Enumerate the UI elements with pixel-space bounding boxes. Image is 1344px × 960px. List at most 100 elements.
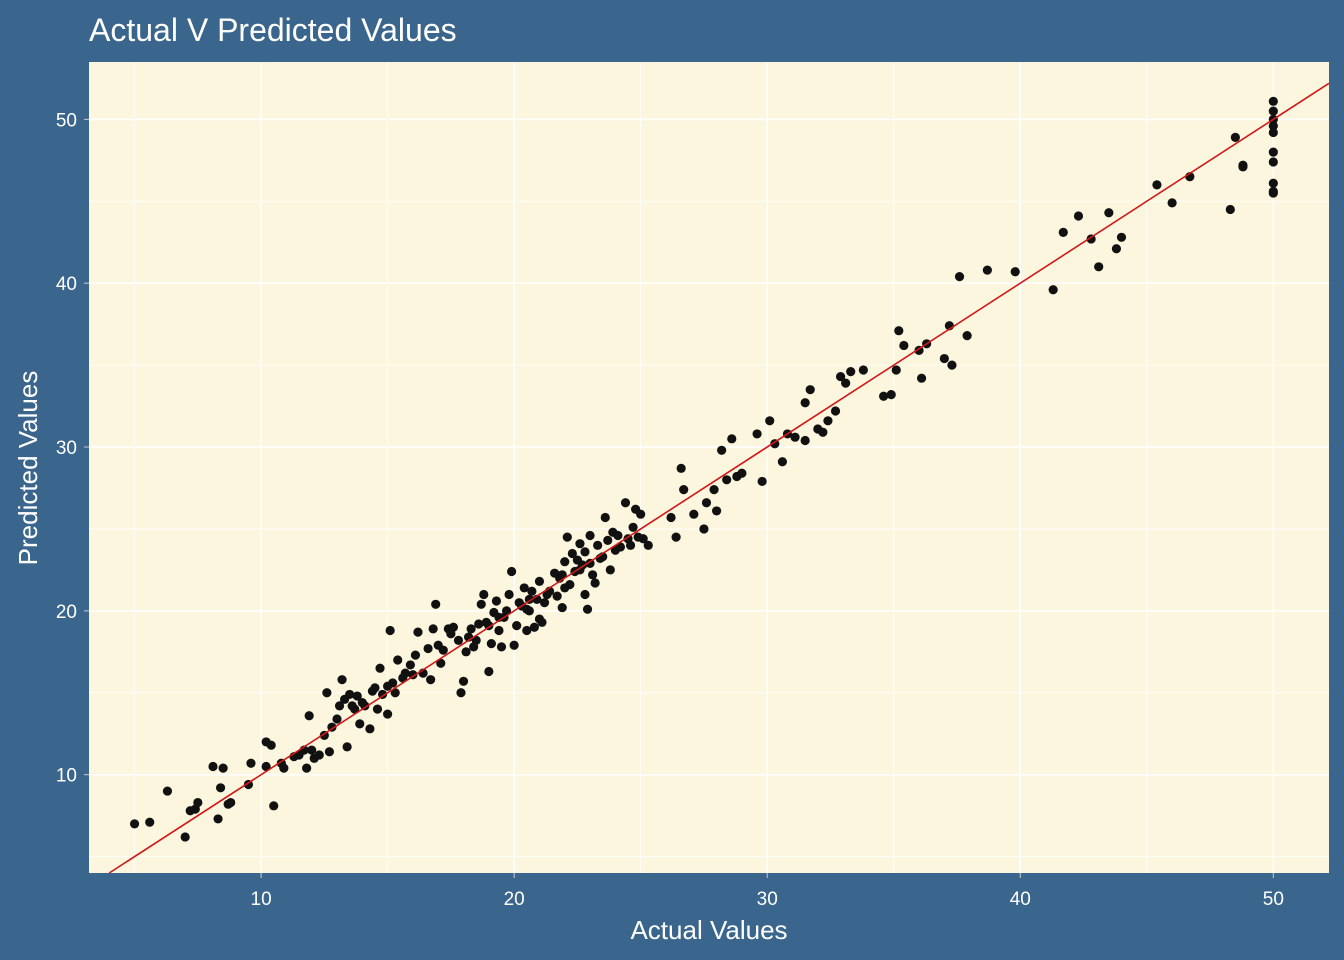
data-point [615, 542, 626, 552]
data-point [1268, 96, 1278, 106]
data-point [879, 391, 889, 401]
data-point [1268, 121, 1278, 131]
data-point [1152, 180, 1162, 190]
data-point [372, 704, 383, 714]
minor-gridlines [89, 62, 1329, 873]
data-point [428, 624, 438, 634]
data-point [1010, 267, 1020, 277]
data-point [269, 801, 279, 811]
data-point [542, 589, 552, 600]
data-point [1268, 157, 1278, 167]
data-point [689, 509, 699, 519]
data-point [590, 578, 600, 588]
data-point [765, 416, 775, 426]
data-point [805, 385, 815, 395]
data-point [413, 627, 423, 637]
data-point [818, 427, 828, 437]
data-point [643, 540, 653, 550]
data-point [215, 783, 226, 793]
data-point [180, 832, 190, 842]
data-point [383, 681, 393, 691]
data-point [507, 566, 517, 577]
data-point [552, 591, 562, 601]
y-tick-label: 30 [56, 438, 77, 459]
x-tick-label: 10 [251, 889, 272, 910]
data-point [352, 691, 362, 701]
data-point [605, 565, 615, 575]
data-point [1104, 208, 1114, 218]
data-point [423, 643, 433, 654]
data-point [560, 583, 570, 593]
data-point [246, 758, 256, 768]
data-point [1116, 232, 1127, 242]
data-point [947, 360, 957, 370]
data-point [469, 642, 479, 652]
data-point [436, 658, 446, 668]
data-point [337, 675, 347, 685]
data-point [393, 655, 403, 665]
data-point [846, 367, 856, 377]
data-point [823, 416, 833, 426]
data-point [479, 589, 489, 600]
data-point [345, 689, 355, 700]
data-point [1238, 162, 1248, 172]
y-tick-label: 10 [56, 766, 77, 787]
data-point [519, 583, 529, 593]
data-point [342, 742, 352, 752]
data-point [522, 604, 532, 614]
data-point [431, 599, 441, 609]
x-axis-ticks: 10 20 30 40 50 [251, 873, 1284, 910]
data-point [400, 668, 410, 678]
y-axis-ticks: 10 20 30 40 50 [56, 110, 89, 787]
data-point [916, 373, 927, 383]
data-point [512, 621, 522, 631]
data-point [717, 445, 727, 455]
data-point [448, 622, 459, 632]
x-tick-label: 40 [1010, 889, 1031, 910]
data-point [261, 761, 271, 772]
data-point [534, 576, 545, 586]
data-point [777, 457, 787, 467]
data-point [671, 532, 681, 542]
data-point [580, 589, 590, 600]
data-point [709, 485, 719, 495]
data-point [711, 506, 722, 516]
data-point [410, 650, 421, 660]
data-point [509, 640, 519, 650]
major-gridlines [89, 62, 1329, 873]
data-point [461, 647, 471, 657]
data-point [307, 745, 317, 755]
data-point [486, 639, 496, 649]
data-point [322, 688, 332, 698]
data-point [1268, 188, 1278, 198]
data-point [365, 724, 375, 734]
data-point [405, 660, 415, 670]
data-point [476, 599, 486, 609]
data-point [324, 747, 335, 757]
data-point [562, 532, 572, 542]
x-tick-label: 20 [504, 889, 525, 910]
data-point [522, 625, 532, 636]
data-point [625, 540, 636, 550]
data-point [433, 640, 443, 650]
y-tick-label: 50 [56, 110, 77, 131]
data-point [830, 406, 841, 416]
data-point [1048, 285, 1058, 295]
data-point [737, 468, 747, 478]
data-point [899, 340, 909, 351]
chart-title: Actual V Predicted Values [89, 12, 457, 48]
data-point [484, 666, 494, 677]
data-point [426, 675, 436, 685]
plot-panel [89, 62, 1329, 873]
data-point [567, 548, 577, 559]
data-point [1111, 244, 1122, 254]
data-point [1268, 127, 1278, 138]
data-point [314, 750, 324, 760]
data-point [894, 326, 904, 336]
data-point [633, 532, 643, 542]
data-point [757, 476, 767, 487]
fit-line [108, 82, 1330, 874]
data-points [129, 96, 1278, 842]
y-tick-label: 20 [56, 602, 77, 623]
